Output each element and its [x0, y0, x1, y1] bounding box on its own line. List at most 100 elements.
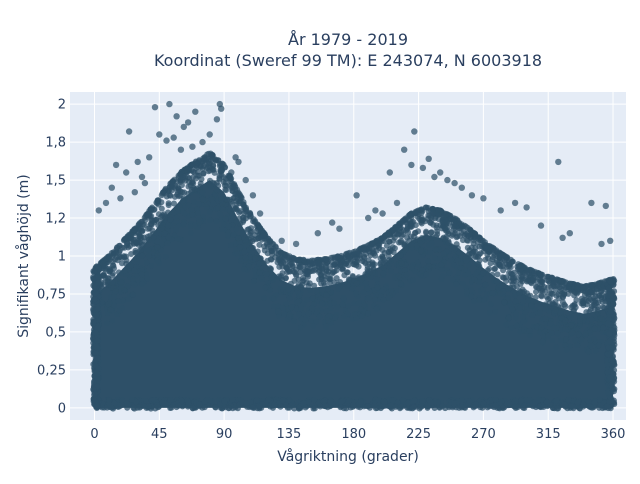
data-point [605, 320, 612, 327]
data-point [139, 252, 146, 259]
data-point [410, 277, 417, 283]
y-tick-label: 1,8 [45, 136, 66, 151]
data-point [94, 355, 101, 362]
data-point [439, 219, 446, 225]
data-point [552, 277, 558, 284]
data-point [562, 342, 569, 349]
data-point [167, 216, 174, 223]
data-point [487, 260, 494, 267]
data-point [338, 252, 345, 259]
data-point [220, 179, 227, 185]
data-point [489, 271, 496, 278]
data-point [486, 309, 493, 316]
data-point [95, 305, 101, 312]
data-point [439, 403, 446, 410]
data-point [520, 404, 527, 411]
data-point [215, 204, 222, 211]
data-point [608, 357, 615, 364]
data-point [396, 225, 403, 232]
data-point [201, 156, 208, 163]
data-point [323, 292, 330, 299]
data-point [220, 174, 227, 181]
data-point [165, 222, 172, 229]
data-point [419, 267, 426, 274]
x-axis-ticks: 0 45 90 135 180 225 270 315 360 [90, 427, 625, 442]
y-axis-ticks: 0 0,25 0,5 0,75 1 1,2 1,5 1,8 2 [37, 98, 66, 417]
data-point [206, 163, 213, 170]
y-tick-label: 0,25 [37, 363, 66, 378]
data-point [508, 324, 515, 331]
data-point [401, 267, 408, 274]
x-tick-label: 225 [406, 427, 431, 442]
data-point [600, 324, 607, 331]
data-point [95, 274, 102, 281]
data-point [213, 179, 220, 186]
data-point [484, 267, 491, 274]
data-point [587, 341, 594, 348]
data-point [432, 398, 438, 405]
data-point [607, 350, 614, 357]
data-point [119, 397, 126, 404]
data-point [277, 403, 284, 410]
data-point [101, 263, 108, 269]
data-point [454, 233, 461, 240]
data-point [491, 251, 498, 258]
data-point [145, 253, 152, 260]
data-point [269, 240, 276, 247]
data-point [604, 389, 611, 396]
data-point [456, 219, 463, 226]
data-point [524, 306, 530, 313]
data-point [591, 289, 598, 296]
data-point [470, 404, 477, 411]
data-point [389, 397, 396, 404]
data-point [419, 208, 426, 215]
data-point [154, 197, 161, 204]
data-point [430, 210, 437, 217]
outlier-point [189, 143, 196, 150]
data-point [131, 226, 137, 233]
data-point [169, 181, 176, 188]
x-tick-label: 135 [277, 427, 302, 442]
data-point [267, 266, 274, 273]
data-point [112, 288, 119, 295]
data-point [513, 283, 520, 290]
data-point [480, 270, 487, 277]
data-point [323, 323, 330, 330]
outlier-point [218, 105, 225, 112]
data-point [91, 296, 98, 303]
data-point [113, 245, 120, 251]
data-point [253, 397, 260, 404]
outlier-point [411, 128, 418, 135]
data-point [373, 305, 380, 312]
data-point [468, 293, 475, 300]
data-point [433, 222, 440, 229]
data-point [247, 213, 253, 220]
data-point [530, 275, 537, 282]
data-point [442, 225, 449, 232]
data-point [427, 249, 434, 256]
data-point [492, 308, 499, 315]
outlier-point [451, 179, 458, 187]
data-point [604, 403, 611, 410]
data-point [369, 270, 376, 276]
data-point [115, 298, 122, 305]
data-point [233, 218, 240, 225]
data-point [425, 263, 432, 270]
data-point [93, 312, 100, 319]
data-point [352, 290, 359, 297]
data-point [594, 306, 601, 313]
data-point [528, 303, 535, 310]
data-point [521, 270, 528, 277]
data-point [562, 303, 569, 310]
data-point [349, 285, 356, 292]
data-point [217, 401, 224, 408]
outlier-point [555, 158, 562, 166]
data-point [586, 308, 593, 315]
data-point [276, 312, 282, 319]
data-point [352, 248, 359, 255]
data-point [130, 276, 137, 282]
data-point [208, 196, 215, 203]
data-point [154, 238, 160, 245]
data-point [234, 190, 241, 197]
data-point [141, 403, 148, 410]
